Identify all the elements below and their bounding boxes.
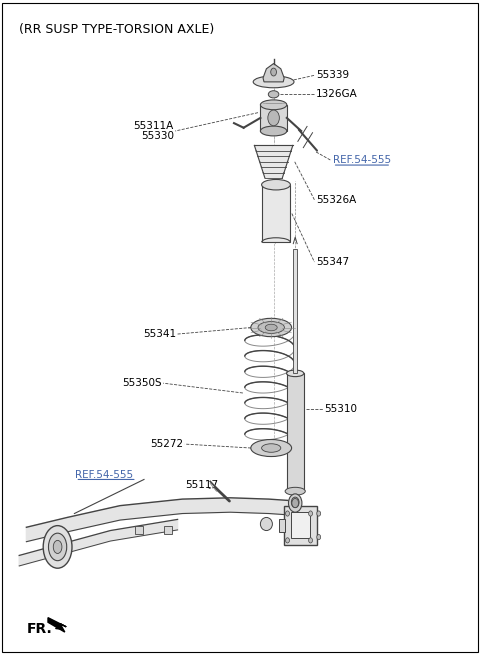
Bar [164, 526, 172, 534]
Text: 55339: 55339 [316, 70, 349, 81]
Circle shape [317, 534, 321, 540]
Ellipse shape [261, 517, 273, 531]
Text: 55341: 55341 [143, 329, 176, 339]
Polygon shape [263, 64, 284, 82]
Circle shape [271, 68, 276, 76]
Text: FR.: FR. [26, 622, 52, 636]
Circle shape [286, 511, 289, 516]
Polygon shape [262, 167, 286, 173]
Ellipse shape [287, 370, 304, 377]
Ellipse shape [258, 322, 284, 333]
Bar [284, 506, 317, 545]
Text: REF.54-555: REF.54-555 [333, 155, 391, 166]
Circle shape [317, 511, 321, 516]
Bar [279, 519, 285, 532]
Circle shape [286, 538, 289, 543]
Polygon shape [260, 162, 288, 167]
FancyArrowPatch shape [53, 624, 61, 629]
Text: 55272: 55272 [150, 439, 183, 449]
Text: 55330: 55330 [141, 130, 174, 141]
Circle shape [309, 511, 312, 516]
Ellipse shape [253, 76, 294, 88]
Circle shape [292, 498, 299, 508]
Bar [260, 105, 287, 131]
Circle shape [268, 110, 279, 126]
Ellipse shape [268, 91, 279, 98]
Ellipse shape [265, 324, 277, 331]
Polygon shape [26, 498, 288, 542]
Ellipse shape [260, 126, 287, 136]
Text: 55350S: 55350S [122, 378, 162, 388]
Ellipse shape [251, 440, 291, 457]
Ellipse shape [260, 100, 287, 110]
Polygon shape [48, 618, 66, 632]
Polygon shape [254, 145, 293, 151]
Text: REF.54-555: REF.54-555 [75, 470, 133, 480]
Polygon shape [263, 173, 284, 178]
Circle shape [291, 497, 299, 508]
Text: 55310: 55310 [324, 404, 357, 415]
Ellipse shape [262, 179, 290, 190]
Ellipse shape [53, 540, 62, 553]
Bar [293, 249, 297, 373]
Bar [287, 373, 304, 491]
Ellipse shape [48, 533, 67, 561]
Polygon shape [19, 519, 178, 566]
Polygon shape [258, 157, 289, 162]
Ellipse shape [262, 444, 281, 452]
Ellipse shape [251, 318, 291, 337]
Text: 55311A: 55311A [133, 121, 174, 131]
Bar [262, 185, 290, 242]
Bar [135, 526, 143, 534]
Text: 1326GA: 1326GA [316, 89, 358, 100]
Text: 55347: 55347 [316, 257, 349, 267]
Polygon shape [256, 151, 291, 157]
Text: 55117: 55117 [185, 480, 218, 491]
Ellipse shape [43, 525, 72, 569]
Text: (RR SUSP TYPE-TORSION AXLE): (RR SUSP TYPE-TORSION AXLE) [19, 23, 215, 36]
Circle shape [288, 494, 302, 512]
Text: 55326A: 55326A [316, 195, 356, 205]
Ellipse shape [285, 487, 305, 495]
Bar [291, 512, 310, 538]
Circle shape [309, 538, 312, 543]
